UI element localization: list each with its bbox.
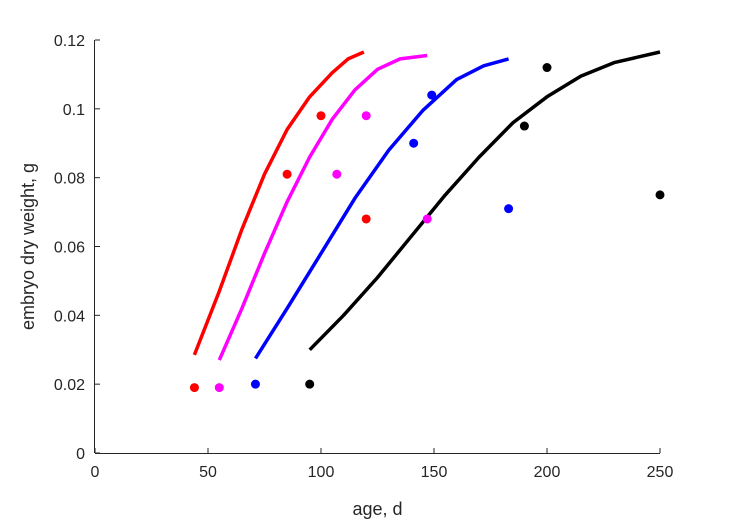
x-tick-label: 150 — [421, 464, 448, 481]
x-tick-label: 0 — [91, 464, 100, 481]
data-point-series-4 — [655, 190, 665, 200]
x-tick-label: 50 — [199, 464, 217, 481]
data-point-series-1 — [316, 111, 326, 121]
x-axis-label: age, d — [352, 499, 402, 519]
axes — [94, 40, 660, 454]
y-ticks: 0 0.02 0.04 0.06 0.08 0.1 0.12 — [54, 33, 100, 463]
y-tick-label: 0 — [76, 446, 85, 463]
fitted-curves — [192, 50, 661, 361]
data-point-series-2 — [422, 214, 432, 224]
data-point-series-1 — [282, 169, 292, 179]
y-tick-label: 0.04 — [54, 308, 85, 325]
data-points — [189, 63, 665, 393]
data-point-series-2 — [214, 383, 224, 393]
y-tick-label: 0.1 — [63, 102, 85, 119]
data-point-series-4 — [305, 379, 315, 389]
data-point-series-4 — [519, 121, 529, 131]
y-axis-label: embryo dry weight, g — [18, 163, 38, 330]
data-point-series-2 — [361, 111, 371, 121]
fit-curve-series-1 — [192, 50, 365, 356]
y-tick-label: 0.08 — [54, 171, 85, 188]
data-point-series-1 — [361, 214, 371, 224]
x-ticks: 0 50 100 150 200 250 — [91, 448, 674, 481]
data-point-series-3 — [409, 138, 419, 148]
data-point-series-3 — [250, 379, 260, 389]
data-point-series-3 — [427, 90, 437, 100]
x-tick-label: 250 — [647, 464, 674, 481]
data-point-series-2 — [332, 169, 342, 179]
fit-curve-series-3 — [254, 57, 510, 360]
y-tick-label: 0.02 — [54, 377, 85, 394]
x-tick-label: 200 — [534, 464, 561, 481]
y-tick-label: 0.06 — [54, 240, 85, 257]
data-point-series-1 — [189, 383, 199, 393]
x-tick-label: 100 — [308, 464, 335, 481]
fit-curve-series-2 — [217, 53, 428, 361]
data-point-series-3 — [504, 204, 514, 214]
fit-curve-series-4 — [308, 50, 661, 352]
data-point-series-4 — [542, 63, 552, 73]
y-tick-label: 0.12 — [54, 33, 85, 50]
